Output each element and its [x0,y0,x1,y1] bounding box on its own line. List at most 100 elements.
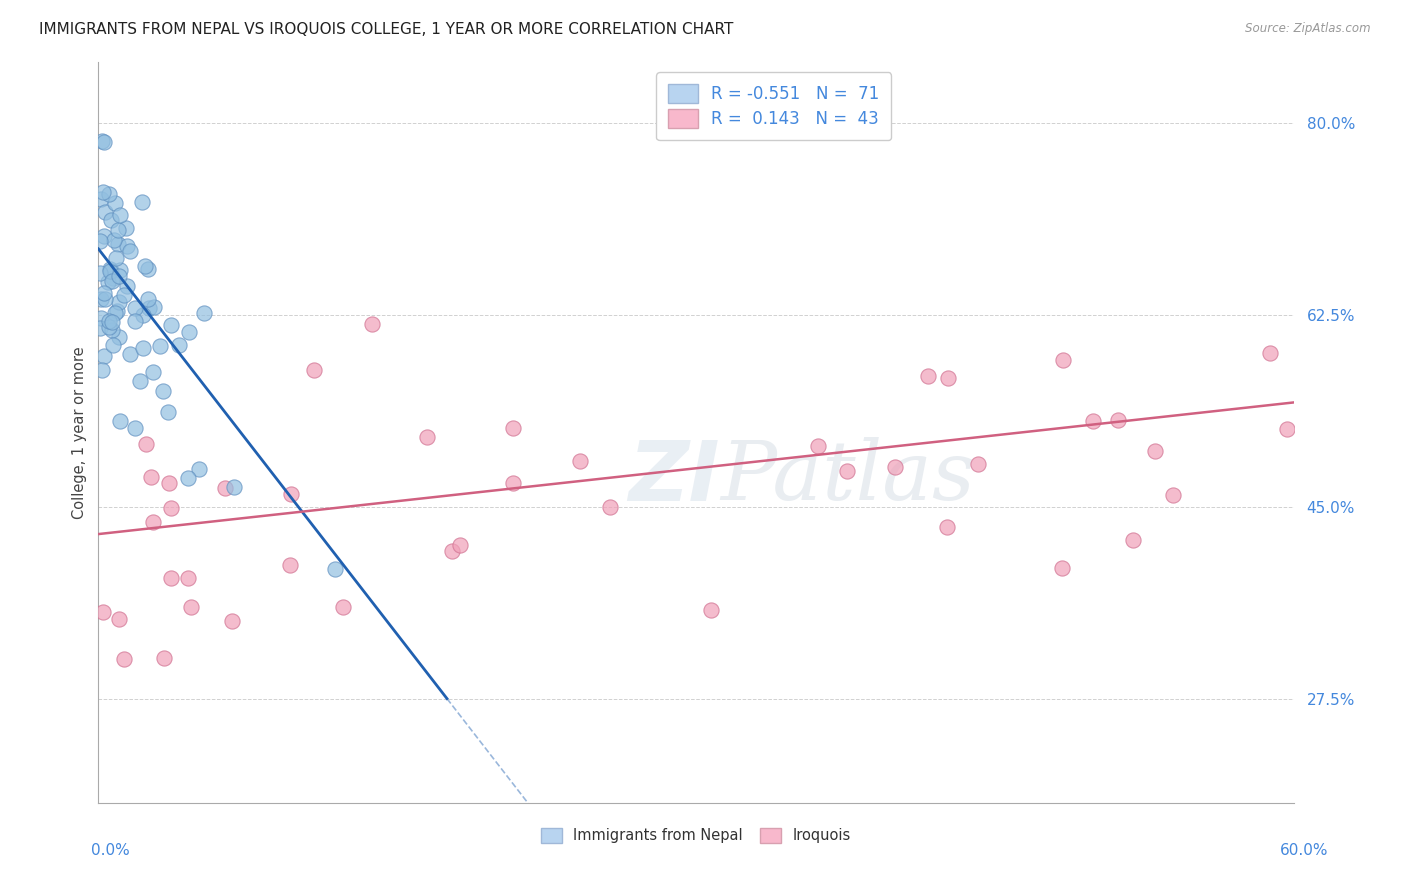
Point [104,251,127,265]
Point [136,293,159,307]
Point [93,185,115,199]
Point [149,339,172,353]
Point [104,196,127,211]
Point [568,453,591,467]
Point [115,239,138,253]
Point [100,213,122,227]
Point [98,187,121,202]
Point [700,603,723,617]
Point [807,439,830,453]
Point [101,315,124,329]
Point [90,192,112,206]
Point [160,318,183,333]
Point [177,326,200,340]
Point [89,321,111,335]
Point [108,295,131,310]
Point [132,308,155,322]
Point [214,481,236,495]
Point [120,244,142,259]
Point [1121,533,1143,547]
Point [143,300,166,314]
Point [124,301,146,315]
Point [502,476,524,491]
Y-axis label: College, 1 year or more: College, 1 year or more [72,346,87,519]
Point [101,274,124,288]
Point [142,365,165,379]
Point [159,501,181,516]
Point [157,405,180,419]
Point [93,285,115,300]
Point [112,288,135,302]
Point [93,349,115,363]
Point [108,268,131,283]
Point [108,414,131,428]
Point [160,571,183,585]
Point [131,195,153,210]
Point [136,262,159,277]
Point [98,313,121,327]
Point [135,437,157,451]
Text: IMMIGRANTS FROM NEPAL VS IROQUOIS COLLEGE, 1 YEAR OR MORE CORRELATION CHART: IMMIGRANTS FROM NEPAL VS IROQUOIS COLLEG… [39,22,734,37]
Point [936,371,959,385]
Point [105,304,128,318]
Point [98,261,121,276]
Point [157,476,180,491]
Point [128,374,150,388]
Point [139,469,162,483]
Point [93,605,115,619]
Point [101,338,124,352]
Point [142,516,165,530]
Point [97,319,120,334]
Point [124,314,146,328]
Point [1050,561,1073,575]
Point [599,500,621,514]
Text: Patlas: Patlas [720,437,974,517]
Point [221,614,243,628]
Point [222,480,245,494]
Point [917,368,939,383]
Point [115,279,138,293]
Point [93,229,115,244]
Point [1081,414,1104,428]
Point [302,363,325,377]
Point [360,317,382,331]
Point [90,311,112,326]
Point [1161,488,1184,502]
Point [278,558,301,572]
Point [837,464,859,478]
Point [103,233,125,247]
Point [90,292,112,306]
Point [89,234,111,248]
Point [107,330,129,344]
Point [323,562,346,576]
Point [332,600,354,615]
Point [449,538,471,552]
Point [115,221,138,235]
Legend: Immigrants from Nepal, Iroquois: Immigrants from Nepal, Iroquois [536,822,856,849]
Point [167,338,190,352]
Point [124,421,146,435]
Point [120,347,142,361]
Point [94,293,117,307]
Text: 60.0%: 60.0% [1281,843,1329,858]
Point [100,323,122,337]
Point [108,208,131,222]
Text: 0.0%: 0.0% [91,843,131,858]
Point [101,271,124,285]
Point [97,275,120,289]
Point [107,236,129,251]
Point [93,135,115,149]
Point [188,462,211,476]
Point [176,471,198,485]
Point [1052,352,1074,367]
Point [967,457,990,471]
Point [502,421,524,435]
Point [104,306,127,320]
Point [1275,421,1298,435]
Point [1107,412,1129,426]
Point [177,572,200,586]
Point [416,430,439,444]
Point [90,363,112,377]
Point [98,264,121,278]
Point [180,600,202,615]
